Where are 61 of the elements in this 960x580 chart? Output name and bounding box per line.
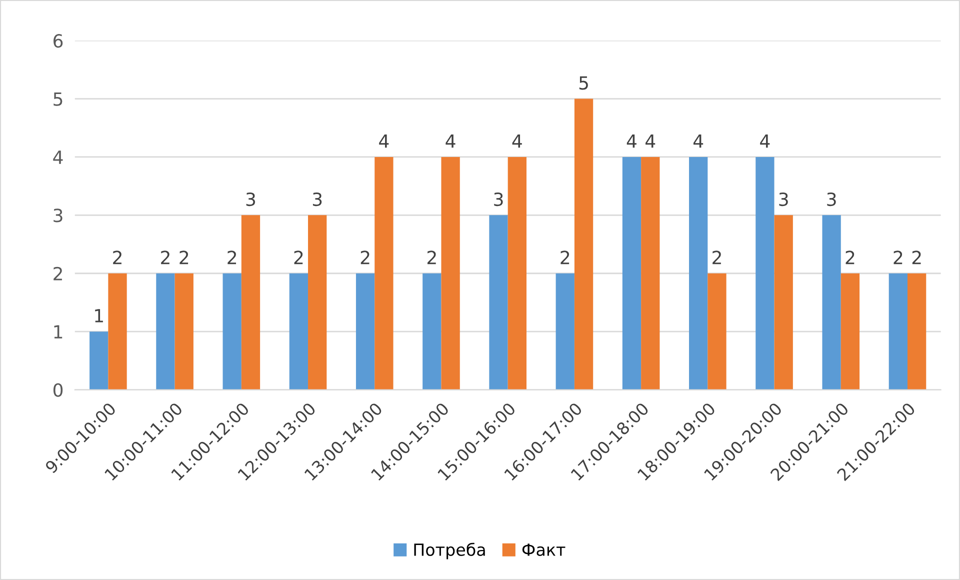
data-label: 4 [646, 134, 656, 148]
data-label: 2 [560, 250, 570, 264]
data-label: 3 [246, 192, 256, 206]
data-label: 1 [95, 309, 103, 322]
legend-label: Потреба [414, 542, 485, 560]
data-label: 2 [846, 250, 854, 264]
data-label: 2 [360, 250, 370, 264]
bar [241, 215, 260, 390]
data-label: 2 [427, 250, 436, 264]
data-label: 4 [379, 134, 389, 148]
data-label: 4 [760, 134, 770, 148]
data-label: 4 [693, 134, 704, 148]
bar [840, 273, 860, 390]
data-label: 2 [912, 250, 921, 264]
y-tick-label: 2 [54, 266, 62, 280]
data-label: 3 [779, 192, 788, 206]
y-tick-label: 6 [54, 34, 63, 48]
bar [356, 273, 375, 390]
y-tick-label: 4 [53, 150, 63, 164]
data-label: 4 [626, 134, 636, 148]
bar [888, 273, 908, 390]
bar [289, 273, 308, 390]
bar [90, 332, 108, 390]
bar [441, 156, 460, 390]
data-label: 2 [712, 250, 721, 264]
data-label: 5 [579, 76, 588, 90]
bar [508, 156, 526, 390]
data-label: 3 [312, 192, 322, 206]
data-label: 3 [494, 192, 503, 206]
y-tick-label: 1 [54, 325, 62, 338]
data-label: 2 [180, 250, 188, 264]
data-label: 2 [294, 250, 303, 264]
bar [708, 273, 726, 390]
bar [641, 156, 660, 390]
bar [689, 156, 708, 390]
bar [774, 215, 793, 390]
y-tick-label: 3 [54, 208, 62, 222]
y-tick-label: 0 [53, 383, 63, 397]
bar [308, 215, 327, 390]
data-label: 2 [113, 250, 122, 264]
bar [374, 156, 394, 390]
y-tick-label: 5 [54, 92, 62, 106]
data-label: 2 [161, 250, 170, 264]
data-label: 2 [894, 250, 902, 264]
data-label: 4 [446, 134, 456, 148]
bar [822, 215, 841, 390]
data-label: 3 [827, 192, 836, 206]
bar [574, 98, 594, 390]
bar [622, 156, 642, 390]
bar [222, 273, 242, 390]
data-label: 4 [512, 134, 522, 148]
bar [556, 273, 574, 390]
bar [756, 156, 774, 390]
data-label: 2 [228, 250, 236, 264]
bar [907, 273, 926, 390]
bar [489, 215, 508, 390]
bar [174, 273, 194, 390]
bar [422, 273, 442, 390]
legend-label: Факт [522, 544, 566, 556]
bar [108, 273, 127, 390]
bar [156, 273, 175, 390]
